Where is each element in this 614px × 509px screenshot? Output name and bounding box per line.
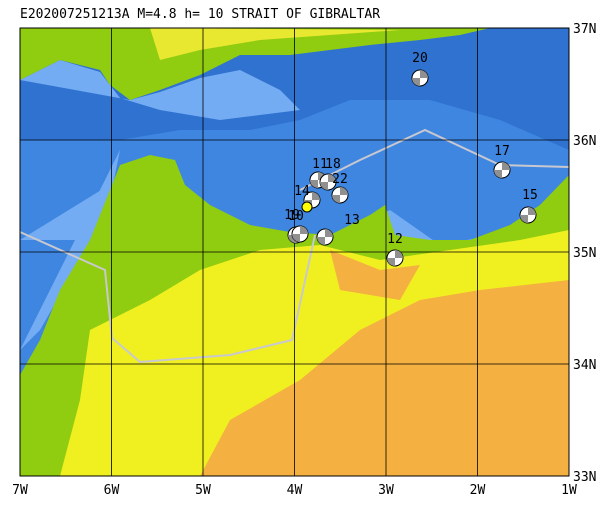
event-label: 10 <box>288 209 304 224</box>
lon-label: 4W <box>287 483 303 498</box>
event-label: 12 <box>387 232 403 247</box>
lat-label: 36N <box>573 134 596 149</box>
event-label: 14 <box>294 184 310 199</box>
lat-label: 34N <box>573 358 596 373</box>
focal-mechanism <box>316 228 334 246</box>
beachball-quadrant <box>412 70 428 86</box>
highland <box>200 250 569 476</box>
event-label: 19 <box>284 208 300 223</box>
focal-mechanism <box>519 206 537 224</box>
lon-label: 3W <box>378 483 394 498</box>
lat-label: 37N <box>573 22 596 37</box>
beachball-quadrant <box>387 250 403 266</box>
lon-label: 5W <box>195 483 211 498</box>
event-label: 18 <box>325 157 341 172</box>
spain <box>20 28 490 100</box>
event-label: 11 <box>312 157 328 172</box>
event-label: 15 <box>522 188 538 203</box>
event-label: 17 <box>494 144 510 159</box>
beachball-quadrant <box>520 207 536 223</box>
lon-label: 6W <box>104 483 120 498</box>
event-label: 22 <box>332 172 348 187</box>
beachball-quadrant <box>320 174 336 190</box>
lon-label: 7W <box>12 483 28 498</box>
lat-label: 33N <box>573 470 596 485</box>
border <box>20 231 316 364</box>
spain-high <box>150 28 400 60</box>
beachball-quadrant <box>292 226 308 242</box>
lon-label: 2W <box>470 483 486 498</box>
focal-mechanism <box>319 173 337 191</box>
graticule: 7W 6W 5W 4W 3W 2W 1W 37N 36N 35N 34N 33N <box>12 22 596 498</box>
main-event <box>301 201 313 213</box>
lat-label: 35N <box>573 246 596 261</box>
beachball-quadrant <box>494 162 510 178</box>
lon-label: 1W <box>561 483 577 498</box>
beachball-quadrant <box>332 187 348 203</box>
focal-mechanism <box>291 225 309 243</box>
beachball-quadrant <box>317 229 333 245</box>
focal-mechanism <box>411 69 429 87</box>
event-label: 20 <box>412 51 428 66</box>
map-title: E202007251213A M=4.8 h= 10 STRAIT OF GIB… <box>20 7 380 22</box>
focal-mechanism <box>493 161 511 179</box>
event-label: 13 <box>344 213 360 228</box>
focal-mechanism <box>331 186 349 204</box>
focal-mechanism <box>386 249 404 267</box>
border <box>299 128 569 191</box>
